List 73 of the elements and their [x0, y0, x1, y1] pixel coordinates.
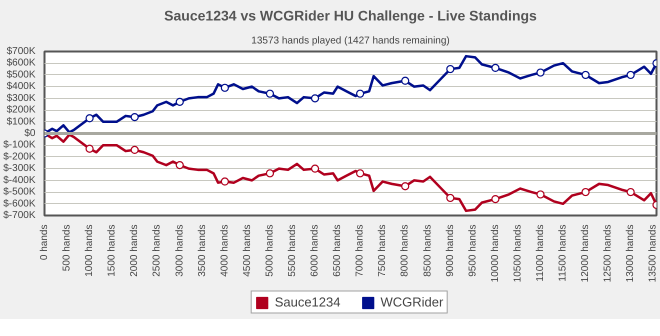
x-tick-label: 13500 hands	[648, 224, 659, 282]
y-tick-label: $300K	[6, 92, 36, 104]
x-tick-label: 7500 hands	[377, 224, 388, 277]
legend-label: WCGRider	[380, 294, 444, 310]
point	[491, 64, 500, 72]
y-tick-label: $400K	[6, 81, 36, 92]
x-tick-label: 12500 hands	[602, 224, 614, 282]
x-tick-label: 8500 hands	[422, 224, 434, 277]
y-tick-label: $600K	[6, 58, 36, 69]
x-tick-label: 1000 hands	[84, 224, 96, 277]
x-tick-label: 6500 hands	[332, 224, 344, 277]
point	[581, 188, 590, 196]
x-tick-label: 12000 hands	[580, 224, 592, 282]
y-tick-label: $-200K	[3, 151, 36, 162]
x-tick-label: 3500 hands	[196, 224, 208, 277]
x-tick-label: 9500 hands	[467, 224, 478, 277]
point	[446, 64, 454, 74]
point	[536, 68, 545, 77]
point	[626, 188, 635, 196]
y-tick-label: $-700K	[3, 210, 36, 221]
point	[581, 70, 590, 80]
x-tick-label: 5000 hands	[264, 224, 276, 277]
point	[85, 114, 94, 122]
x-tick-label: 4000 hands	[219, 224, 230, 277]
x-tick-label: 10000 hands	[490, 224, 501, 282]
chart-title: Sauce1234 vs WCGRider HU Challenge - Live Standings	[164, 8, 538, 24]
y-tick-label: $200K	[6, 104, 36, 116]
x-tick-label: 9000 hands	[444, 224, 456, 277]
point	[536, 190, 545, 199]
y-tick-label: $-100K	[3, 140, 36, 151]
x-tick-label: 1500 hands	[106, 224, 118, 277]
x-tick-label: 13000 hands	[625, 224, 636, 282]
point	[356, 90, 364, 98]
y-tick-label: $500K	[6, 69, 36, 80]
y-tick-label: $-400K	[3, 174, 36, 186]
y-tick-label: $-500K	[3, 186, 36, 198]
x-tick-label: 0 hands	[39, 224, 50, 260]
point	[310, 94, 320, 102]
point	[401, 76, 410, 85]
x-tick-label: 4500 hands	[242, 224, 253, 277]
y-tick-label: $-300K	[3, 163, 36, 174]
y-tick-label: $100K	[6, 116, 36, 128]
point	[220, 84, 229, 92]
point	[401, 182, 410, 190]
x-tick-label: 2500 hands	[152, 224, 163, 277]
x-tick-label: 500 hands	[62, 224, 73, 272]
y-tick-label: $700K	[6, 46, 36, 57]
point	[266, 90, 274, 98]
x-tick-label: 2000 hands	[129, 224, 140, 277]
point	[220, 177, 229, 186]
legend-label: Sauce1234	[274, 294, 340, 310]
point	[130, 113, 139, 122]
point	[85, 144, 94, 153]
point	[130, 146, 139, 154]
point	[626, 70, 635, 80]
x-tick-label: 11000 hands	[534, 224, 546, 282]
chart-subtitle: 13573 hands played (1427 hands remaining)	[251, 36, 450, 46]
y-tick-label: $0	[24, 128, 36, 139]
y-tick-label: $-600K	[3, 198, 36, 210]
point	[491, 195, 500, 204]
point	[176, 98, 184, 106]
point	[266, 169, 274, 178]
x-tick-label: 5500 hands	[286, 224, 298, 277]
x-tick-label: 10500 hands	[512, 224, 524, 282]
x-tick-label: 3000 hands	[174, 224, 186, 277]
point	[176, 161, 184, 170]
x-tick-label: 11500 hands	[558, 224, 569, 282]
x-tick-label: 8000 hands	[400, 224, 411, 277]
point	[310, 164, 320, 173]
point	[356, 169, 364, 178]
x-tick-label: 6000 hands	[310, 224, 321, 277]
point	[446, 194, 454, 202]
x-tick-label: 7000 hands	[354, 224, 366, 277]
